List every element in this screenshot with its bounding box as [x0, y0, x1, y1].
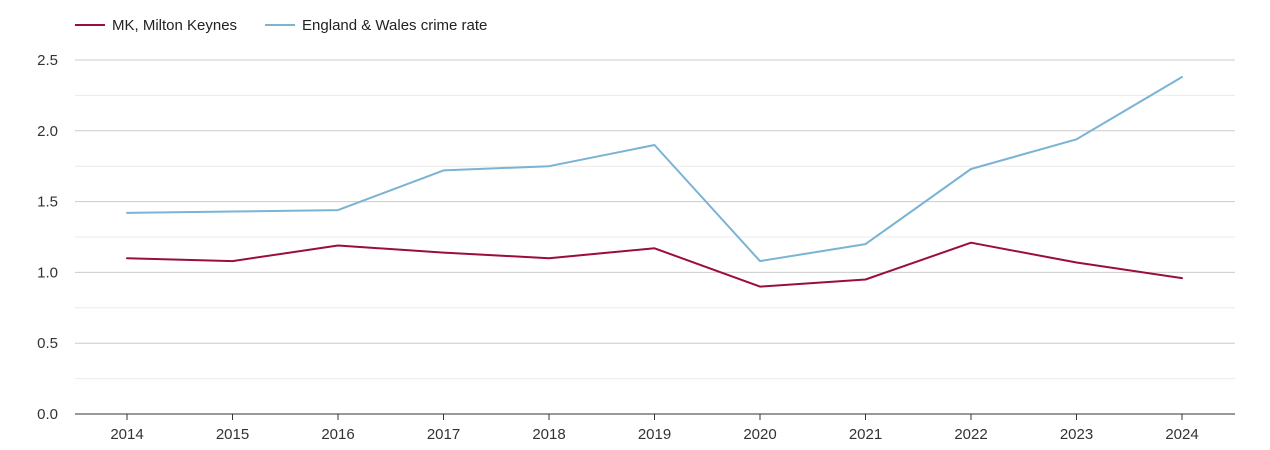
- x-tick-label: 2016: [321, 426, 354, 443]
- grid-lines: [75, 59, 1235, 415]
- x-tick-label: 2023: [1060, 426, 1093, 443]
- legend-label-2: England & Wales crime rate: [302, 17, 487, 34]
- x-tick-label: 2015: [216, 426, 249, 443]
- y-tick-label: 0.5: [37, 335, 58, 352]
- y-tick-label: 2.0: [37, 123, 58, 140]
- x-axis-ticks: 2014 2015 2016 2017 2018 2019 2020 2021 2022 2023…: [110, 414, 1199, 443]
- x-tick-label: 2022: [954, 426, 987, 443]
- legend-label-1: MK, Milton Keynes: [112, 17, 237, 34]
- x-tick-label: 2018: [532, 426, 565, 443]
- y-tick-label: 2.5: [37, 52, 58, 69]
- y-axis-ticks: 0.0 0.5 1.0 1.5 2.0 2.5: [37, 52, 58, 423]
- series-line-1: [126, 241, 1183, 288]
- x-tick-label: 2019: [638, 426, 671, 443]
- series-lines: [126, 76, 1183, 288]
- x-tick-label: 2020: [743, 426, 776, 443]
- y-tick-label: 0.0: [37, 406, 58, 423]
- y-tick-label: 1.0: [37, 264, 58, 281]
- legend: MK, Milton Keynes England & Wales crime r…: [75, 17, 487, 34]
- x-tick-label: 2024: [1165, 426, 1198, 443]
- x-tick-label: 2014: [110, 426, 143, 443]
- series-line-2: [126, 76, 1183, 263]
- x-tick-label: 2017: [427, 426, 460, 443]
- y-tick-label: 1.5: [37, 194, 58, 211]
- x-tick-label: 2021: [849, 426, 882, 443]
